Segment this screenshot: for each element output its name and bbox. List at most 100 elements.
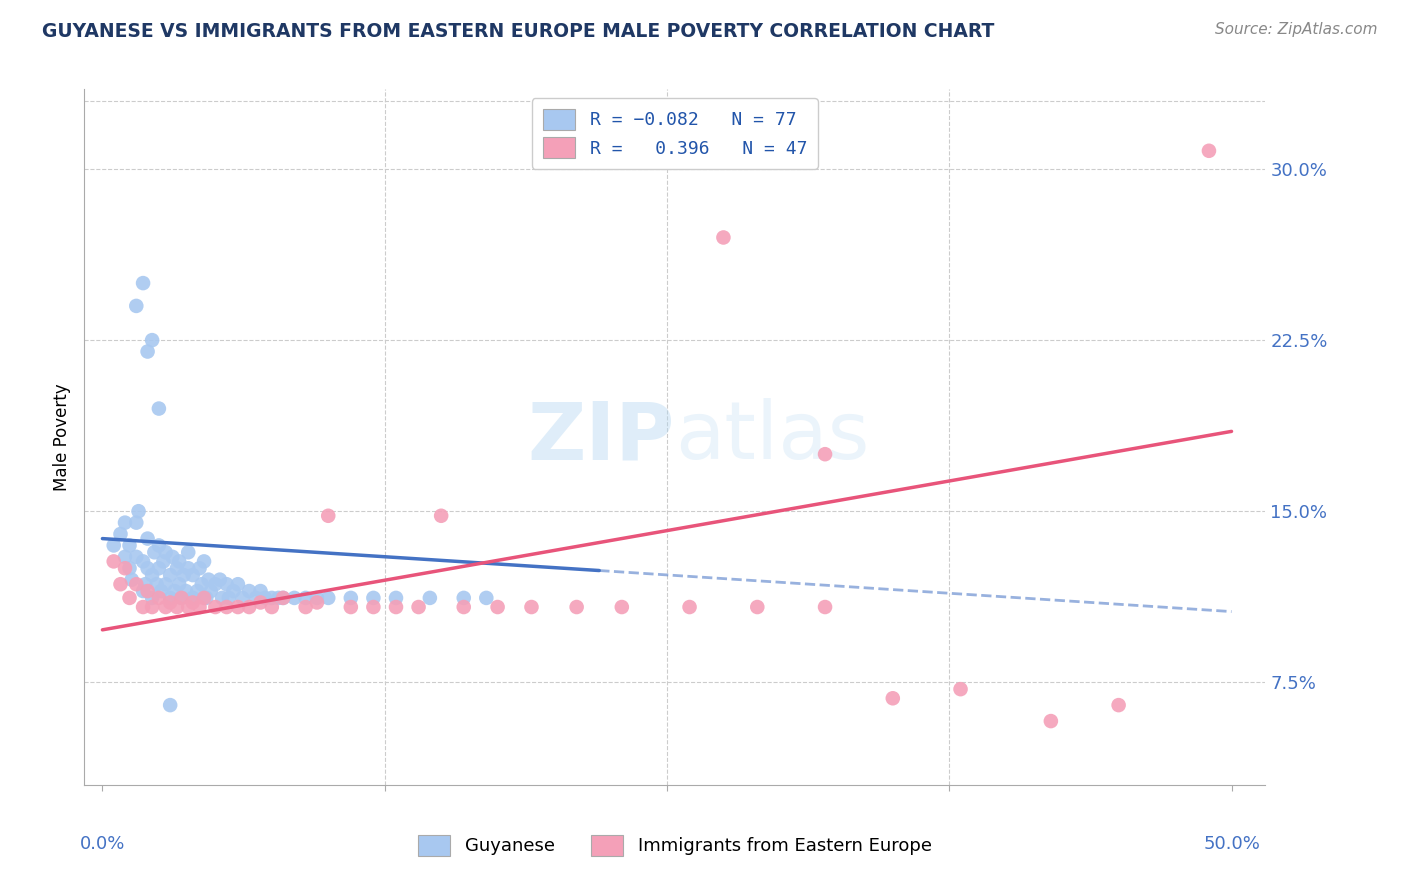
Point	[128, 504, 150, 518]
Point	[118, 561, 141, 575]
Point	[141, 591, 163, 605]
Point	[125, 299, 148, 313]
Point	[195, 591, 218, 605]
Point	[166, 561, 188, 575]
Point	[177, 561, 200, 575]
Point	[141, 600, 163, 615]
Point	[294, 600, 316, 615]
Point	[419, 591, 441, 605]
Point	[166, 600, 188, 615]
Point	[145, 577, 167, 591]
Text: 50.0%: 50.0%	[1204, 835, 1260, 853]
Point	[814, 600, 837, 615]
Point	[152, 554, 174, 568]
Point	[174, 584, 197, 599]
Point	[177, 545, 200, 559]
Point	[114, 516, 136, 530]
Point	[173, 568, 195, 582]
Point	[186, 584, 208, 599]
Point	[294, 591, 316, 605]
Text: Source: ZipAtlas.com: Source: ZipAtlas.com	[1215, 22, 1378, 37]
Point	[267, 591, 290, 605]
Point	[249, 584, 271, 599]
Point	[678, 600, 700, 615]
Point	[191, 577, 214, 591]
Point	[141, 568, 163, 582]
Point	[253, 591, 276, 605]
Point	[163, 584, 186, 599]
Point	[204, 600, 226, 615]
Point	[238, 600, 260, 615]
Point	[814, 447, 837, 461]
Point	[136, 532, 159, 546]
Point	[363, 600, 385, 615]
Text: atlas: atlas	[675, 398, 869, 476]
Point	[204, 577, 226, 591]
Point	[218, 591, 240, 605]
Point	[148, 561, 170, 575]
Point	[305, 591, 328, 605]
Point	[1198, 144, 1220, 158]
Point	[132, 276, 155, 290]
Text: GUYANESE VS IMMIGRANTS FROM EASTERN EUROPE MALE POVERTY CORRELATION CHART: GUYANESE VS IMMIGRANTS FROM EASTERN EURO…	[42, 22, 994, 41]
Point	[125, 549, 148, 564]
Point	[136, 344, 159, 359]
Y-axis label: Male Poverty: Male Poverty	[53, 384, 72, 491]
Point	[249, 595, 271, 609]
Point	[167, 577, 190, 591]
Point	[363, 591, 385, 605]
Point	[103, 538, 125, 552]
Point	[167, 554, 190, 568]
Point	[110, 527, 132, 541]
Point	[114, 549, 136, 564]
Point	[1108, 698, 1130, 712]
Point	[155, 600, 177, 615]
Point	[148, 401, 170, 416]
Point	[125, 577, 148, 591]
Point	[103, 554, 125, 568]
Text: 0.0%: 0.0%	[80, 835, 125, 853]
Text: ZIP: ZIP	[527, 398, 675, 476]
Point	[215, 577, 238, 591]
Point	[121, 573, 143, 587]
Point	[155, 545, 177, 559]
Point	[211, 591, 233, 605]
Point	[271, 591, 294, 605]
Point	[132, 554, 155, 568]
Point	[200, 584, 222, 599]
Point	[134, 577, 156, 591]
Point	[170, 591, 193, 605]
Point	[747, 600, 769, 615]
Point	[208, 573, 231, 587]
Point	[340, 591, 363, 605]
Point	[193, 591, 215, 605]
Point	[486, 600, 509, 615]
Point	[177, 600, 200, 615]
Point	[136, 561, 159, 575]
Point	[159, 568, 181, 582]
Point	[340, 600, 363, 615]
Point	[148, 591, 170, 605]
Point	[453, 591, 475, 605]
Point	[316, 508, 339, 523]
Point	[316, 591, 339, 605]
Point	[949, 682, 972, 697]
Point	[114, 561, 136, 575]
Point	[260, 591, 283, 605]
Legend: Guyanese, Immigrants from Eastern Europe: Guyanese, Immigrants from Eastern Europe	[408, 824, 942, 866]
Point	[222, 584, 245, 599]
Point	[118, 538, 141, 552]
Point	[197, 573, 219, 587]
Point	[305, 595, 328, 609]
Point	[159, 591, 181, 605]
Point	[148, 538, 170, 552]
Point	[408, 600, 430, 615]
Point	[136, 584, 159, 599]
Point	[118, 591, 141, 605]
Point	[141, 333, 163, 347]
Point	[1039, 714, 1062, 728]
Point	[453, 600, 475, 615]
Point	[110, 577, 132, 591]
Point	[245, 591, 267, 605]
Point	[162, 549, 184, 564]
